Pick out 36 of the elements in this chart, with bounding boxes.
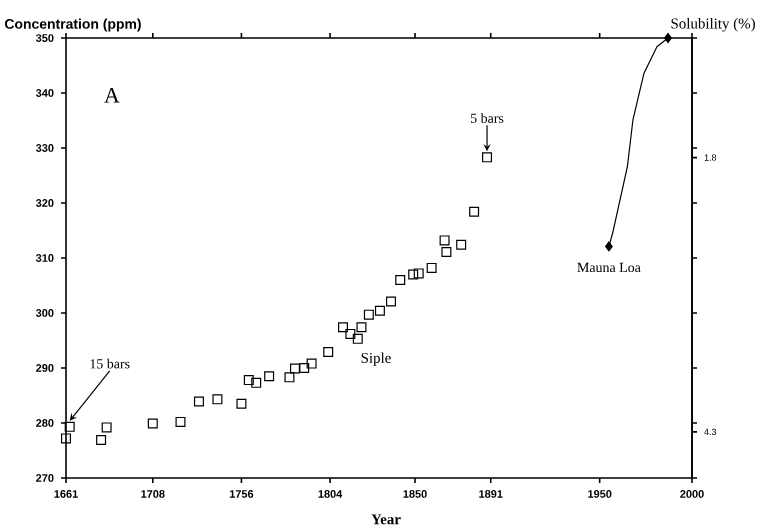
point — [212, 394, 223, 405]
point — [323, 347, 334, 358]
point — [456, 239, 467, 250]
point — [193, 396, 204, 407]
point — [338, 322, 348, 333]
point — [101, 422, 112, 433]
point — [243, 375, 254, 386]
point — [386, 296, 397, 307]
point — [426, 262, 437, 273]
point — [605, 241, 613, 252]
point — [299, 363, 310, 374]
point — [264, 371, 275, 382]
point — [289, 363, 300, 374]
point — [664, 33, 672, 44]
point — [439, 235, 450, 246]
point — [251, 377, 262, 388]
point — [236, 398, 247, 409]
point — [284, 372, 295, 383]
point — [356, 322, 367, 333]
point — [413, 268, 424, 279]
point — [363, 309, 374, 320]
point — [374, 305, 385, 316]
point — [64, 421, 75, 432]
point — [345, 328, 356, 339]
point — [147, 418, 158, 429]
point — [482, 152, 493, 163]
point — [352, 333, 363, 344]
annotation: A — [104, 87, 120, 103]
point — [441, 246, 452, 257]
point — [408, 269, 419, 280]
point — [469, 206, 480, 217]
point — [395, 275, 406, 286]
point — [61, 433, 71, 444]
point — [175, 416, 186, 427]
point — [96, 435, 107, 446]
point — [306, 358, 317, 369]
